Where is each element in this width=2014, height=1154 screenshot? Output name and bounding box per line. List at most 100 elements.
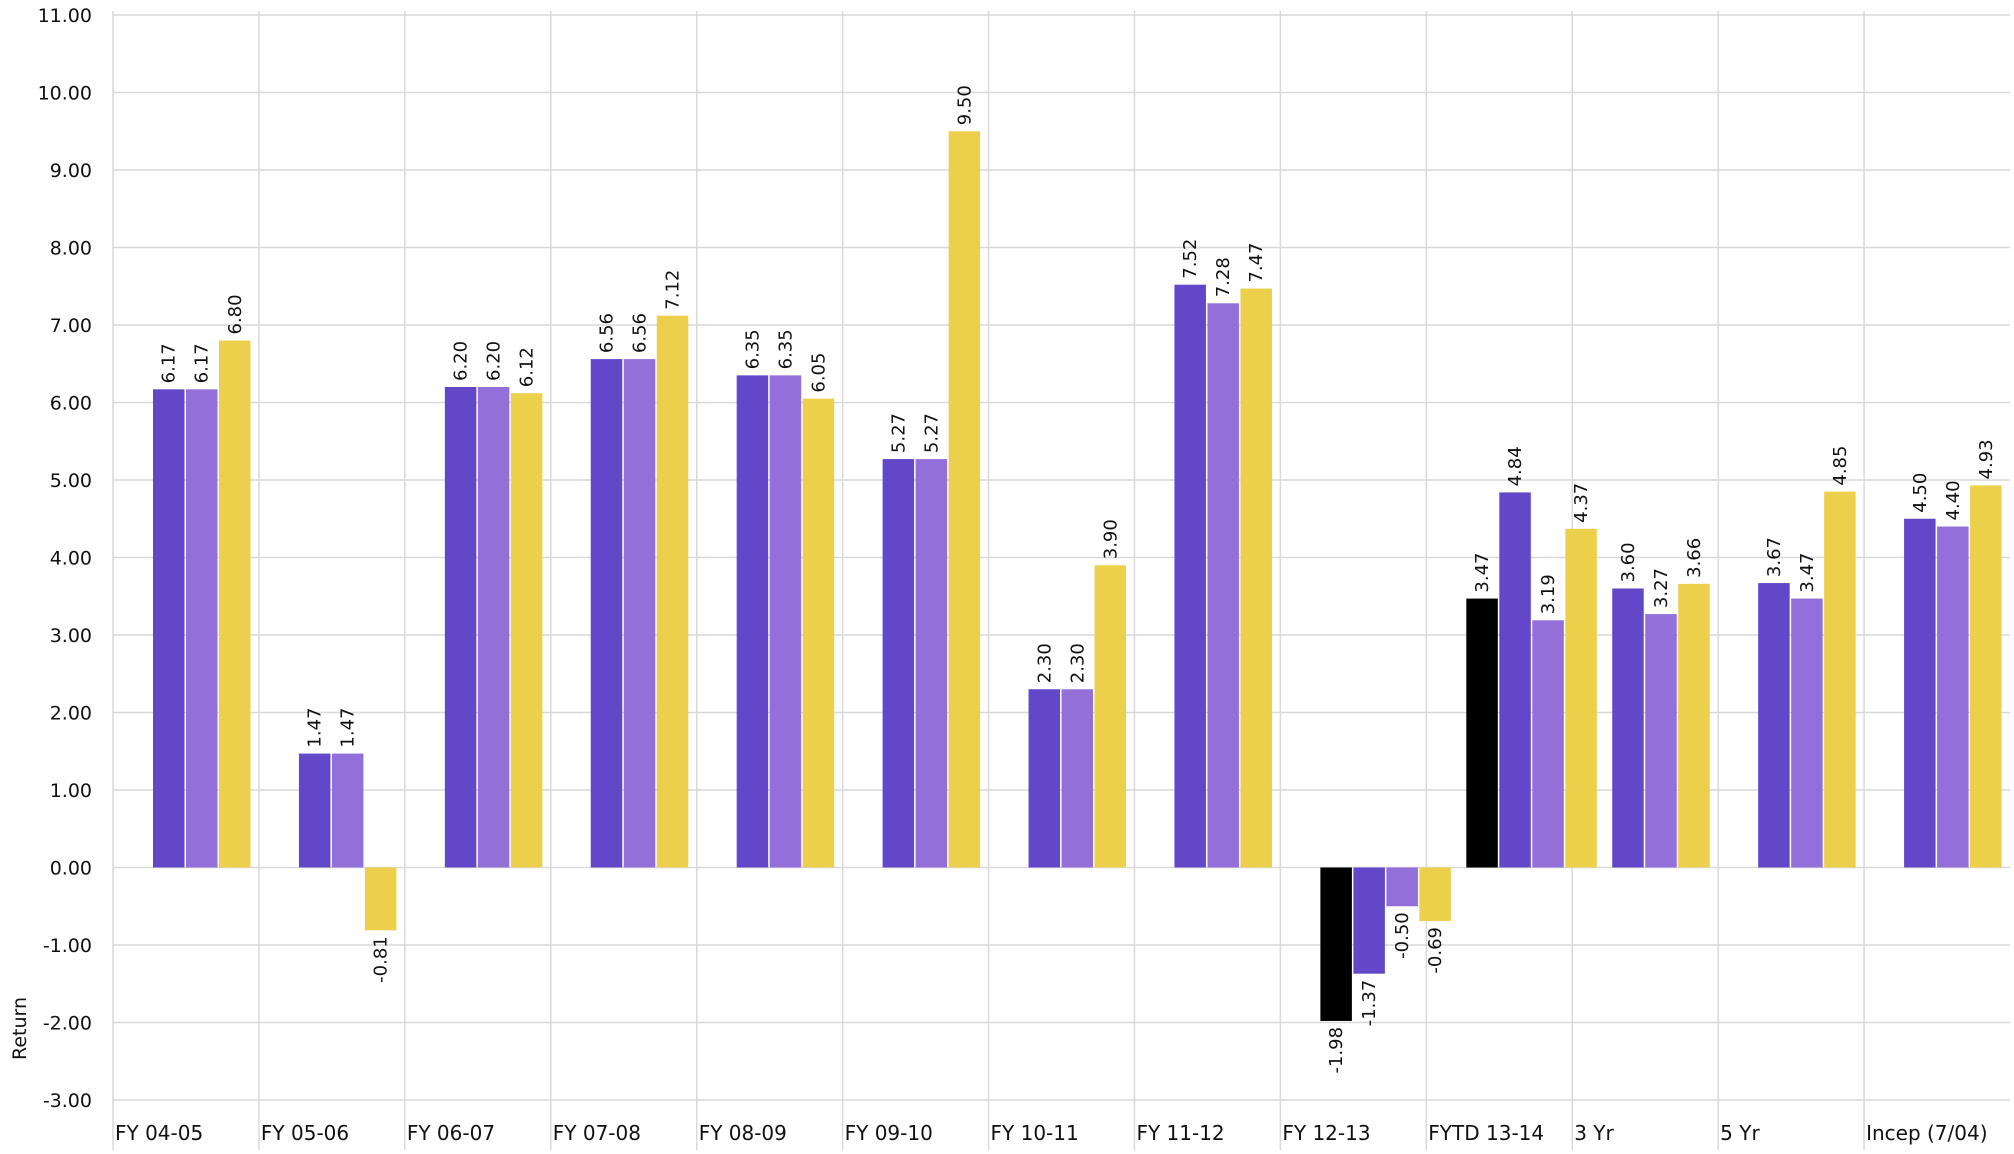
data-label: 6.20 bbox=[451, 341, 472, 381]
bar bbox=[1386, 867, 1418, 907]
data-label: 3.67 bbox=[1764, 537, 1785, 577]
bar bbox=[1207, 303, 1239, 868]
bar bbox=[1612, 588, 1644, 868]
data-label: 6.56 bbox=[597, 313, 618, 353]
bar bbox=[1466, 598, 1498, 868]
y-tick-label: 2.00 bbox=[50, 703, 92, 725]
bar bbox=[444, 387, 477, 868]
axis-layer: Return -3.00 -2.00 -1.00 0.00 1.00 2.00 3.00 4.… bbox=[9, 5, 1988, 1145]
bar bbox=[1565, 528, 1597, 868]
bar bbox=[802, 398, 835, 868]
x-category-label: 5 Yr bbox=[1720, 1121, 1760, 1145]
data-label: 7.28 bbox=[1213, 257, 1234, 297]
bar bbox=[1824, 491, 1856, 868]
data-label: -1.98 bbox=[1326, 1027, 1347, 1074]
bar bbox=[1353, 867, 1385, 974]
bar bbox=[623, 359, 656, 868]
y-tick-label: 7.00 bbox=[50, 315, 92, 337]
bar bbox=[736, 375, 769, 868]
y-tick-label: -2.00 bbox=[43, 1013, 92, 1035]
data-label: 7.47 bbox=[1246, 242, 1267, 282]
label-layer: 6.17 6.17 6.80 1.47 1.47 -0.81 6.20 6.20 6.12 6.5… bbox=[159, 85, 1997, 1073]
x-category-label: FY 07-08 bbox=[553, 1121, 641, 1145]
bar bbox=[1499, 492, 1531, 868]
bar bbox=[1532, 620, 1564, 868]
y-tick-label: 10.00 bbox=[38, 83, 92, 105]
y-tick-label: 4.00 bbox=[50, 548, 92, 570]
data-label: 6.35 bbox=[775, 329, 796, 369]
data-label: 4.85 bbox=[1830, 446, 1851, 486]
bar bbox=[1970, 485, 2002, 868]
data-label: 2.30 bbox=[1034, 643, 1055, 683]
x-category-label: FYTD 13-14 bbox=[1428, 1121, 1544, 1145]
bar bbox=[364, 867, 397, 931]
y-tick-label: -1.00 bbox=[43, 935, 92, 957]
bar bbox=[1240, 288, 1272, 868]
y-axis-title: Return bbox=[9, 997, 31, 1060]
y-tick-label: 5.00 bbox=[50, 470, 92, 492]
bar bbox=[510, 393, 543, 868]
x-category-label: FY 09-10 bbox=[845, 1121, 933, 1145]
bar-layer bbox=[153, 131, 2002, 1021]
data-label: 1.47 bbox=[305, 707, 326, 747]
data-label: -0.69 bbox=[1425, 927, 1446, 974]
data-label: 4.37 bbox=[1571, 483, 1592, 523]
bar bbox=[948, 131, 981, 868]
data-label: 6.17 bbox=[192, 343, 213, 383]
data-label: 3.19 bbox=[1538, 574, 1559, 614]
bar bbox=[1061, 689, 1094, 868]
data-label: 5.27 bbox=[888, 413, 909, 453]
data-label: 9.50 bbox=[954, 85, 975, 125]
data-label: 2.30 bbox=[1067, 643, 1088, 683]
bar bbox=[298, 753, 331, 868]
data-label: 6.35 bbox=[742, 329, 763, 369]
data-label: 3.27 bbox=[1651, 568, 1672, 608]
bar bbox=[1937, 526, 1969, 868]
data-label: 3.60 bbox=[1618, 542, 1639, 582]
bar bbox=[1028, 689, 1061, 868]
data-label: 1.47 bbox=[338, 707, 359, 747]
data-label: 5.27 bbox=[921, 413, 942, 453]
bar bbox=[769, 375, 802, 868]
x-category-label: FY 08-09 bbox=[699, 1121, 787, 1145]
data-label: 4.50 bbox=[1910, 473, 1931, 513]
bar bbox=[219, 340, 251, 868]
bar bbox=[1678, 583, 1710, 868]
y-tick-label: 0.00 bbox=[50, 858, 92, 880]
bar bbox=[1758, 583, 1790, 868]
bar bbox=[1419, 867, 1451, 921]
data-label: 3.90 bbox=[1100, 519, 1121, 559]
x-category-label: FY 06-07 bbox=[407, 1121, 495, 1145]
data-label: 6.56 bbox=[630, 313, 651, 353]
bar bbox=[153, 389, 185, 868]
data-label: -1.37 bbox=[1359, 980, 1380, 1027]
bar bbox=[915, 459, 948, 868]
x-category-label: FY 04-05 bbox=[115, 1121, 203, 1145]
x-category-label: FY 10-11 bbox=[991, 1121, 1079, 1145]
data-label: 7.52 bbox=[1180, 239, 1201, 279]
data-label: 6.05 bbox=[808, 353, 829, 393]
data-label: 3.66 bbox=[1684, 538, 1705, 578]
y-tick-label: 3.00 bbox=[50, 625, 92, 647]
data-label: 6.12 bbox=[517, 347, 538, 387]
bar bbox=[1904, 518, 1936, 868]
x-category-label: Incep (7/04) bbox=[1866, 1121, 1987, 1145]
y-tick-label: 9.00 bbox=[50, 160, 92, 182]
bar bbox=[882, 459, 915, 868]
y-tick-label: 1.00 bbox=[50, 780, 92, 802]
data-label: -0.81 bbox=[371, 936, 392, 983]
y-tick-label: 6.00 bbox=[50, 393, 92, 415]
bar bbox=[186, 389, 218, 868]
data-label: 3.47 bbox=[1472, 552, 1493, 592]
y-tick-label: -3.00 bbox=[43, 1090, 92, 1112]
data-label: 4.93 bbox=[1976, 439, 1997, 479]
data-label: 6.80 bbox=[225, 294, 246, 334]
bar bbox=[1320, 867, 1352, 1021]
bar bbox=[656, 315, 689, 868]
data-label: 7.12 bbox=[663, 270, 684, 310]
bar bbox=[590, 359, 623, 868]
bar bbox=[477, 387, 510, 868]
data-label: -0.50 bbox=[1392, 912, 1413, 959]
bar bbox=[331, 753, 364, 868]
